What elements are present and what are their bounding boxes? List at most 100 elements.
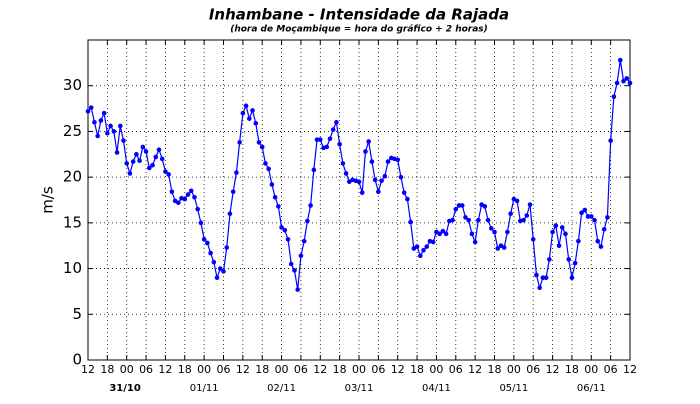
data-point [259,144,265,150]
y-tick-label: 10 [63,259,82,277]
data-point [450,217,455,223]
data-point [537,285,542,291]
data-point [192,194,197,200]
x-tick-label: 12 [81,363,95,376]
data-point [176,200,181,206]
y-tick-label: 30 [63,76,82,94]
data-point [359,190,365,195]
x-tick-label: 18 [410,363,424,376]
data-point [466,217,471,223]
data-point [101,110,107,116]
data-point [421,247,426,253]
data-point [240,110,246,116]
data-point [221,269,226,274]
data-point [237,140,242,145]
date-label: 31/10 [109,383,141,394]
data-point [401,190,407,195]
data-point [382,173,388,179]
data-point [163,169,168,174]
data-point [324,144,330,150]
data-point [230,189,236,195]
data-point [269,182,275,187]
data-point [317,137,323,142]
data-point [534,272,539,278]
data-point [608,138,613,143]
data-point [469,231,475,237]
data-point [585,214,591,219]
x-tick-label: 00 [352,363,366,376]
data-point [137,158,142,163]
data-point [130,159,136,164]
data-point [111,129,117,134]
data-point [311,167,317,173]
data-point [285,237,291,242]
data-point [159,156,165,162]
data-point [521,217,526,223]
x-tick-label: 18 [178,363,192,376]
data-point [527,202,533,207]
data-point [224,245,230,250]
data-point [488,226,494,231]
data-point [363,149,368,154]
data-point [563,231,568,237]
x-tick-label: 12 [546,363,560,376]
data-point [443,231,449,237]
data-point [463,215,468,220]
data-point [201,237,207,242]
data-point [343,171,349,176]
x-tick-label: 00 [120,363,134,376]
data-point [256,140,262,145]
date-label: 06/11 [577,383,606,394]
data-point [308,203,313,208]
data-point [195,206,200,212]
data-point [576,238,581,244]
data-point [605,215,610,220]
data-point [211,259,217,265]
x-tick-label: 06 [604,363,618,376]
data-point [540,275,546,281]
data-point [472,239,478,245]
data-point [569,275,575,281]
y-tick-label: 20 [63,168,82,186]
data-point [205,240,210,246]
data-point [314,137,320,142]
data-point [85,109,91,114]
x-tick-label: 06 [526,363,540,376]
data-point [405,196,410,202]
data-point [385,159,391,164]
data-point [243,103,249,109]
data-point [588,214,594,219]
x-tick-label: 06 [294,363,308,376]
data-point [453,206,459,212]
data-point [627,80,633,86]
data-point [292,268,297,273]
data-point [234,170,239,175]
y-tick-label: 0 [72,351,82,369]
data-point [298,253,304,259]
data-point [621,78,626,84]
data-point [398,174,404,180]
data-point [150,162,155,168]
x-tick-label: 00 [275,363,289,376]
data-point [366,139,371,144]
data-point [408,219,413,225]
data-point [572,260,578,266]
data-point [263,161,268,166]
chart-title: Inhambane - Intensidade da Rajada [209,6,509,24]
data-point [114,150,120,155]
data-point [614,80,620,86]
data-point [146,165,152,171]
y-tick-label: 25 [63,122,82,140]
data-point [424,244,430,249]
data-point [169,189,175,195]
data-point [598,244,604,249]
data-point [595,238,601,244]
data-point [247,116,252,121]
data-point [121,138,126,143]
x-tick-label: 00 [197,363,211,376]
data-point [456,203,462,208]
x-tick-label: 06 [449,363,463,376]
data-point [624,76,630,81]
date-label: 04/11 [422,383,451,394]
